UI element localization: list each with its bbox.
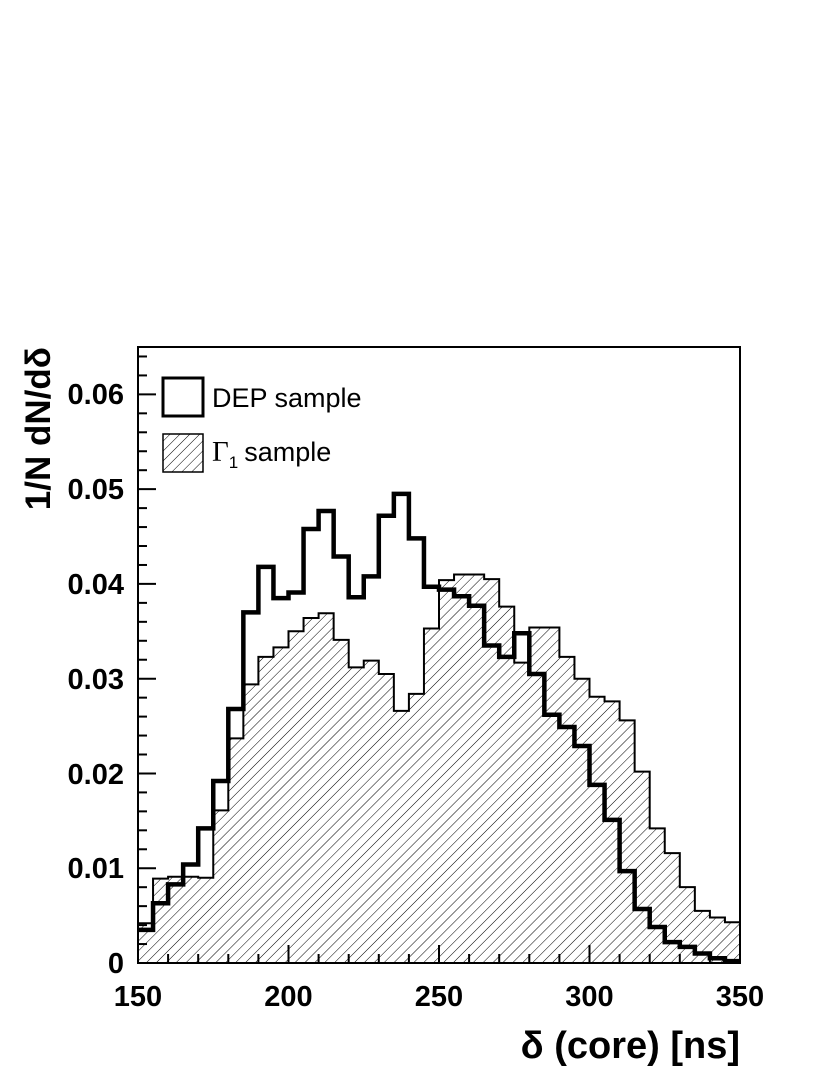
axis-ticks — [137, 355, 741, 964]
y-axis-title: 1/N dN/dδ — [19, 347, 58, 510]
legend-gamma-subscript: 1 — [229, 453, 238, 472]
x-tick-label: 250 — [415, 981, 463, 1013]
plot-area — [138, 491, 740, 964]
x-axis-title: δ (core) [ns] — [521, 1025, 740, 1067]
y-tick-label: 0.06 — [68, 379, 124, 411]
series-gamma1-area — [138, 574, 740, 963]
x-tick-label: 150 — [114, 981, 162, 1013]
x-tick-label: 350 — [716, 981, 764, 1013]
y-tick-label: 0 — [108, 948, 124, 980]
x-tick-label: 200 — [264, 981, 312, 1013]
legend-swatch-gamma1 — [162, 433, 204, 473]
legend-label-gamma1: Γ1 sample — [212, 436, 331, 472]
y-tick-label: 0.04 — [68, 569, 124, 601]
x-tick-label: 300 — [565, 981, 613, 1013]
y-tick-label: 0.03 — [68, 664, 124, 696]
y-tick-label: 0.02 — [68, 759, 124, 791]
series-0 — [138, 491, 740, 964]
y-tick-label: 0.05 — [68, 474, 124, 506]
legend-swatch-dep — [161, 376, 205, 418]
legend: DEP sample Γ1 sample — [161, 376, 362, 473]
y-tick-label: 0.01 — [68, 853, 124, 885]
legend-gamma-word: sample — [244, 437, 331, 467]
legend-gamma-symbol: Γ — [212, 436, 229, 468]
series-dep-outline — [138, 491, 740, 964]
legend-label-dep: DEP sample — [212, 383, 362, 413]
